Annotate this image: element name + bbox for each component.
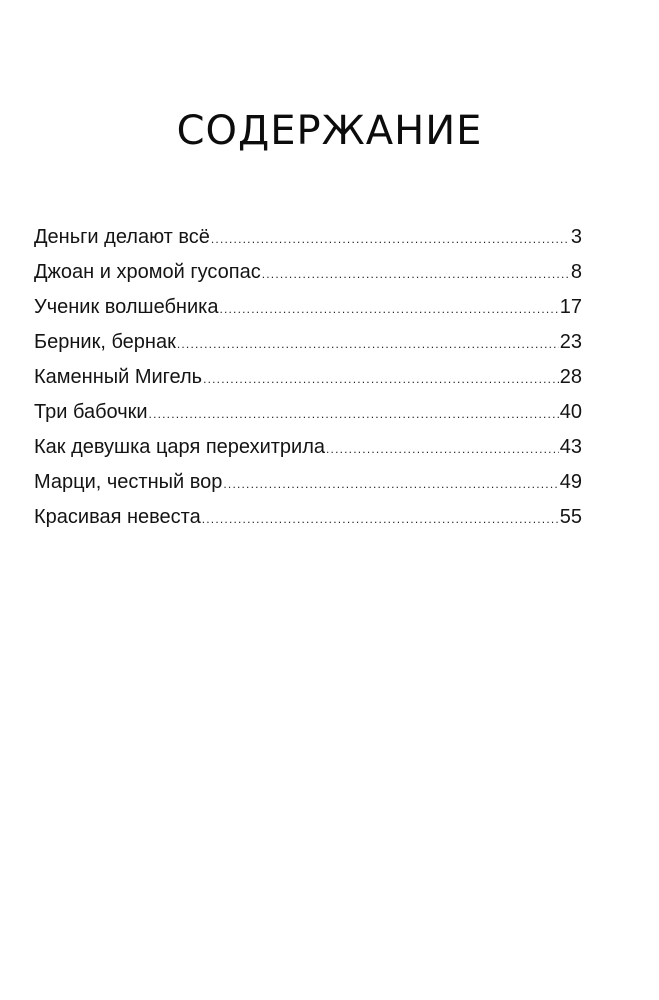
toc-entry: Каменный Мигель 28 — [34, 364, 582, 399]
entry-page: 43 — [559, 436, 582, 458]
toc-entry: Красивая невеста 55 — [34, 504, 582, 539]
entry-title: Джоан и хромой гусопас — [34, 261, 261, 283]
entry-title: Три бабочки — [34, 401, 148, 423]
dot-leader — [219, 296, 558, 322]
toc-entry: Как девушка царя перехитрила 43 — [34, 434, 582, 469]
toc-entry: Три бабочки 40 — [34, 399, 582, 434]
dot-leader — [202, 506, 559, 532]
entry-title: Каменный Мигель — [34, 366, 203, 388]
dot-leader — [262, 261, 570, 287]
toc-entry: Марци, честный вор 49 — [34, 469, 582, 504]
dot-leader — [326, 436, 559, 462]
toc-entry: Деньги делают всё 3 — [34, 224, 582, 259]
dot-leader — [203, 366, 559, 392]
toc-entry: Ученик волшебника 17 — [34, 294, 582, 329]
entry-page: 49 — [559, 471, 582, 493]
entry-title: Красивая невеста — [34, 506, 201, 528]
dot-leader — [149, 401, 559, 427]
table-of-contents: Деньги делают всё 3 Джоан и хромой гусопа… — [34, 224, 582, 539]
dot-leader — [211, 226, 570, 252]
dot-leader — [177, 331, 559, 357]
entry-title: Марци, честный вор — [34, 471, 223, 493]
entry-title: Ученик волшебника — [34, 296, 219, 318]
entry-page: 40 — [559, 401, 582, 423]
entry-title: Как девушка царя перехитрила — [34, 436, 326, 458]
toc-entry: Джоан и хромой гусопас 8 — [34, 259, 582, 294]
toc-entry: Берник, бернак 23 — [34, 329, 582, 364]
page-title: СОДЕРЖАНИЕ — [176, 108, 483, 154]
entry-title: Берник, бернак — [34, 331, 176, 353]
entry-title: Деньги делают всё — [34, 226, 210, 248]
entry-page: 8 — [570, 261, 582, 283]
entry-page: 17 — [559, 296, 582, 318]
entry-page: 23 — [559, 331, 582, 353]
entry-page: 28 — [559, 366, 582, 388]
entry-page: 3 — [570, 226, 582, 248]
dot-leader — [223, 471, 558, 497]
entry-page: 55 — [559, 506, 582, 528]
